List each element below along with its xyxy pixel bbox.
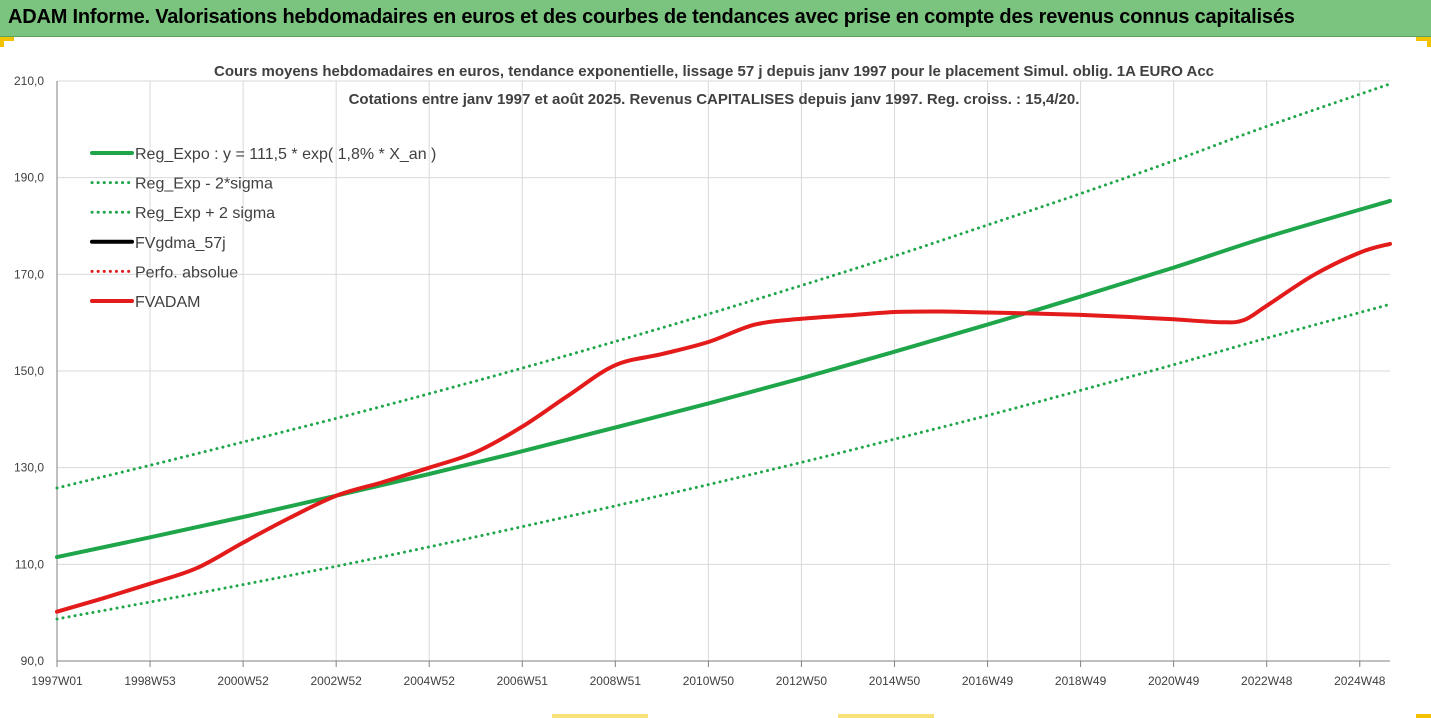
series-line-2 [55,82,1392,490]
y-tick-label: 150,0 [14,364,44,378]
corner-marker-bottom-mid1 [552,714,648,718]
legend: Reg_Expo : y = 111,5 * exp( 1,8% * X_an … [90,146,436,311]
x-tick-label: 2020W49 [1148,674,1200,688]
corner-marker-bottom-mid2 [838,714,934,718]
corner-marker-top-right [1416,37,1431,41]
grid-layer [56,80,1390,662]
x-tick-label: 2014W50 [869,674,921,688]
legend-item-label: Perfo. absolue [135,264,238,281]
x-tick-label: 2016W49 [962,674,1014,688]
y-tick-label: 170,0 [14,267,44,281]
x-tick-label: 2024W48 [1334,674,1386,688]
series-line-3 [55,241,1392,614]
legend-item-label: Reg_Expo : y = 111,5 * exp( 1,8% * X_an … [135,146,436,163]
legend-item-label: Reg_Exp + 2 sigma [135,205,275,222]
y-tick-label: 190,0 [14,171,44,185]
chart-subtitle: Cotations entre janv 1997 et août 2025. … [349,91,1080,108]
y-tick-label: 110,0 [15,557,44,571]
x-tick-label: 1998W53 [124,674,176,688]
x-tick-label: 2002W52 [310,674,362,688]
x-tick-label: 2010W50 [683,674,735,688]
legend-item-label: Reg_Exp - 2*sigma [135,176,273,193]
series-line-0 [55,198,1392,560]
x-tick-label: 2004W52 [404,674,456,688]
x-tick-label: 2018W49 [1055,674,1107,688]
x-tick-label: 2008W51 [590,674,642,688]
chart-title: Cours moyens hebdomadaires en euros, ten… [214,63,1214,80]
legend-item-label: FVADAM [135,294,200,311]
corner-marker-top-left [0,37,14,41]
corner-marker-bottom-right [1416,714,1431,718]
corner-marker-top-right-v [1427,37,1431,47]
y-tick-label: 90,0 [21,654,45,668]
series-line-1 [55,302,1392,621]
x-tick-label: 2006W51 [497,674,549,688]
legend-item-label: FVgdma_57j [135,235,226,252]
chart-svg: 90,0 110,0 130,0 150,0 170,0 190,0 210,0 1997W0… [14,63,1392,688]
x-tick-label: 2012W50 [776,674,828,688]
header-banner: ADAM Informe. Valorisations hebdomadaire… [0,0,1431,37]
y-tick-label: 130,0 [14,461,44,475]
corner-marker-top-left-v [0,37,4,47]
x-tick-label: 1997W01 [31,674,83,688]
series-layer [55,82,1392,621]
x-tick-label: 2000W52 [217,674,269,688]
x-tick-label: 2022W48 [1241,674,1293,688]
axis-layer: 90,0 110,0 130,0 150,0 170,0 190,0 210,0 1997W0… [14,74,1390,688]
y-tick-label: 210,0 [14,74,44,88]
banner-title: ADAM Informe. Valorisations hebdomadaire… [8,6,1295,28]
